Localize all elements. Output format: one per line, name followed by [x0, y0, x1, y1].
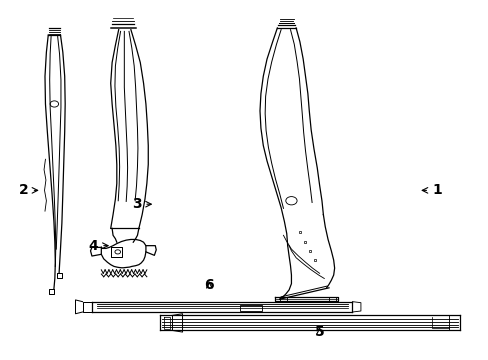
Text: 5: 5 — [314, 325, 324, 339]
Text: 2: 2 — [19, 183, 38, 197]
Text: 3: 3 — [131, 197, 151, 211]
Text: 4: 4 — [88, 239, 108, 253]
Text: 1: 1 — [421, 183, 441, 197]
Text: 6: 6 — [204, 278, 214, 292]
Bar — [239, 305, 262, 311]
